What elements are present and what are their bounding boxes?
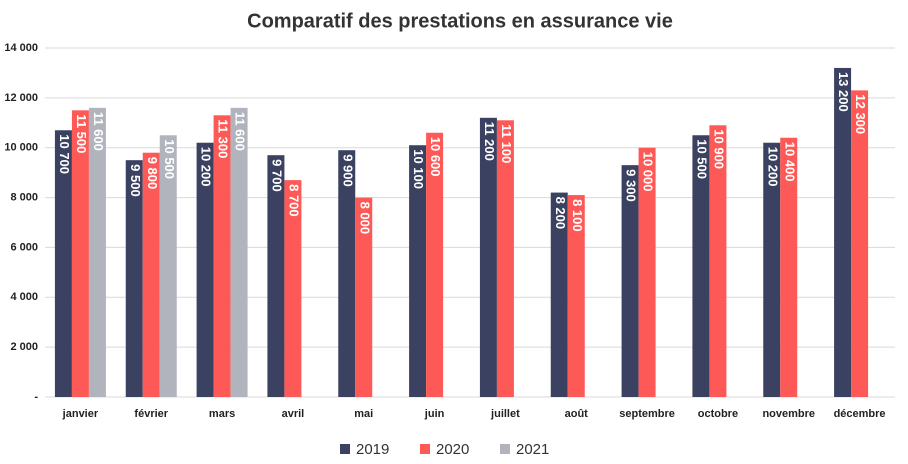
x-tick-label: juillet [490, 408, 520, 420]
bar [621, 165, 639, 397]
value-label: 8 200 [553, 197, 568, 230]
bar [851, 90, 869, 397]
x-tick-label: mars [209, 408, 235, 420]
value-label: 9 800 [145, 157, 160, 190]
bar [780, 137, 798, 397]
bar [496, 120, 514, 398]
bar [159, 135, 177, 397]
value-label: 11 300 [216, 119, 231, 158]
bar [567, 195, 585, 397]
value-label: 10 100 [411, 149, 426, 189]
value-label: 11 200 [482, 122, 497, 161]
bar [709, 125, 727, 398]
bar [213, 115, 231, 398]
bar [54, 130, 72, 397]
x-tick-label: février [134, 408, 168, 420]
x-tick-label: mai [354, 408, 373, 420]
bar [550, 192, 568, 397]
value-label: 9 300 [624, 169, 639, 202]
y-tick-label: 2 000 [10, 341, 38, 353]
value-label: 10 200 [765, 147, 780, 187]
value-label: 10 900 [711, 129, 726, 169]
x-tick-label: octobre [698, 408, 738, 420]
value-label: 8 100 [570, 199, 585, 232]
bar [692, 135, 710, 397]
x-tick-label: août [565, 408, 589, 420]
bar [338, 150, 356, 397]
x-tick-label: novembre [762, 408, 815, 420]
y-tick-label: - [34, 391, 38, 403]
bar [763, 142, 781, 397]
bar [267, 155, 285, 397]
bar [196, 142, 214, 397]
bar [426, 132, 444, 397]
bar [88, 107, 106, 397]
bar [834, 67, 852, 397]
value-label: 13 200 [836, 72, 851, 112]
legend-swatch [420, 444, 430, 454]
value-label: 11 500 [74, 114, 89, 153]
value-label: 11 600 [233, 112, 248, 151]
value-label: 10 600 [428, 137, 443, 177]
y-tick-label: 6 000 [10, 241, 38, 253]
legend-swatch [340, 444, 350, 454]
bar [638, 147, 656, 397]
x-tick-label: septembre [619, 408, 675, 420]
bar [355, 197, 373, 397]
bar [125, 160, 143, 397]
x-tick-label: juin [424, 408, 445, 420]
value-label: 8 700 [286, 184, 301, 217]
y-tick-label: 14 000 [4, 42, 38, 54]
y-tick-label: 4 000 [10, 291, 38, 303]
value-label: 11 600 [91, 112, 106, 151]
value-label: 9 900 [340, 154, 355, 187]
value-label: 10 500 [162, 139, 177, 179]
legend-label: 2020 [436, 441, 469, 458]
value-label: 11 100 [499, 124, 514, 163]
bar [409, 145, 427, 397]
value-label: 10 500 [694, 139, 709, 179]
value-label: 10 700 [57, 134, 72, 174]
bar [142, 152, 160, 397]
bar [71, 110, 89, 398]
y-tick-label: 10 000 [4, 142, 38, 154]
legend-swatch [500, 444, 510, 454]
value-label: 10 000 [641, 152, 656, 192]
chart-title: Comparatif des prestations en assurance … [247, 10, 673, 32]
value-label: 12 300 [853, 94, 868, 134]
x-tick-label: avril [282, 408, 305, 420]
value-label: 9 500 [128, 164, 143, 197]
bar [479, 117, 497, 398]
legend-label: 2019 [356, 441, 389, 458]
value-label: 9 700 [269, 159, 284, 192]
y-tick-label: 8 000 [10, 191, 38, 203]
bar [230, 107, 248, 397]
x-tick-label: janvier [62, 408, 99, 420]
bar [284, 180, 302, 397]
legend-label: 2021 [516, 441, 549, 458]
value-label: 8 000 [357, 202, 372, 235]
y-tick-label: 12 000 [4, 92, 38, 104]
value-label: 10 200 [199, 147, 214, 187]
x-tick-label: décembre [834, 408, 886, 420]
value-label: 10 400 [782, 142, 797, 182]
